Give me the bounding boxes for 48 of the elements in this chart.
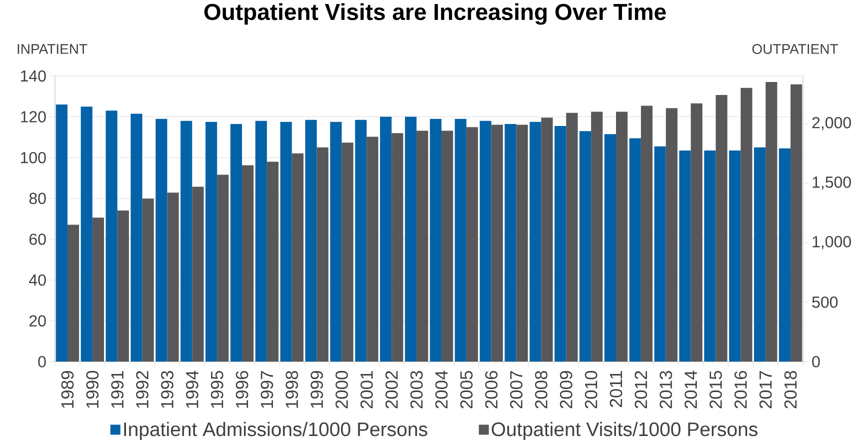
x-tick-label: 2009: [560, 371, 572, 408]
x-tick-label: 1992: [136, 371, 148, 408]
x-tick-label: 1990: [86, 370, 99, 408]
x-tick-label: 2015: [710, 370, 722, 408]
legend-label: Outpatient Visits/1000 Persons: [492, 422, 758, 440]
x-tick-label: 2004: [435, 370, 448, 408]
x-tick-label: 2006: [485, 370, 498, 408]
y-tick-label: 0: [38, 356, 46, 368]
x-tick-label: 1998: [286, 370, 298, 408]
x-tick-label: 2010: [584, 370, 598, 408]
legend-label: Inpatient Admissions/1000 Persons: [124, 422, 428, 440]
x-tick-label: 2007: [510, 371, 522, 408]
y-tick-label: 40: [29, 274, 46, 286]
y2-tick-label: 0: [812, 356, 820, 368]
y-tick-label: 60: [30, 234, 46, 245]
x-tick-label: 2018: [784, 370, 797, 408]
x-tick-label: 2001: [360, 371, 373, 408]
x-tick-label: 2014: [684, 370, 697, 408]
y2-tick-label: 1,000: [812, 236, 851, 250]
chart-title: Outpatient Visits are Increasing Over Time: [204, 3, 666, 25]
x-tick-label: 2003: [410, 370, 423, 408]
x-tick-label: 1999: [310, 371, 324, 408]
x-tick-label: 2005: [460, 370, 473, 408]
x-tick-label: 1996: [236, 370, 248, 408]
y2-tick-label: 1,500: [812, 176, 851, 190]
x-tick-label: 1993: [161, 370, 174, 408]
x-tick-label: 2002: [385, 371, 398, 408]
x-tick-label: 2000: [336, 370, 348, 408]
x-tick-label: 1997: [260, 371, 274, 408]
x-tick-label: 1995: [210, 370, 224, 408]
x-tick-label: 2012: [634, 371, 648, 408]
y-tick-label: 80: [29, 192, 46, 204]
x-tick-label: 2016: [734, 370, 747, 408]
y-tick-label: 20: [29, 315, 46, 327]
x-tick-label: 2008: [535, 370, 548, 408]
x-tick-label: 1994: [186, 370, 198, 408]
y2-tick-label: 500: [812, 296, 838, 308]
y2-axis-title: OUTPATIENT: [752, 44, 838, 54]
x-tick-label: 2017: [759, 371, 772, 408]
y-tick-label: 140: [21, 70, 46, 82]
x-tick-label: 1991: [111, 371, 124, 408]
x-tick-label: 1989: [61, 371, 74, 408]
y-tick-label: 120: [21, 111, 46, 122]
x-tick-label: 2011: [610, 371, 622, 407]
y2-tick-label: 2,000: [812, 117, 851, 130]
y-tick-label: 100: [21, 152, 46, 164]
y-axis-title: INPATIENT: [18, 44, 88, 54]
x-tick-label: 2013: [660, 370, 672, 408]
